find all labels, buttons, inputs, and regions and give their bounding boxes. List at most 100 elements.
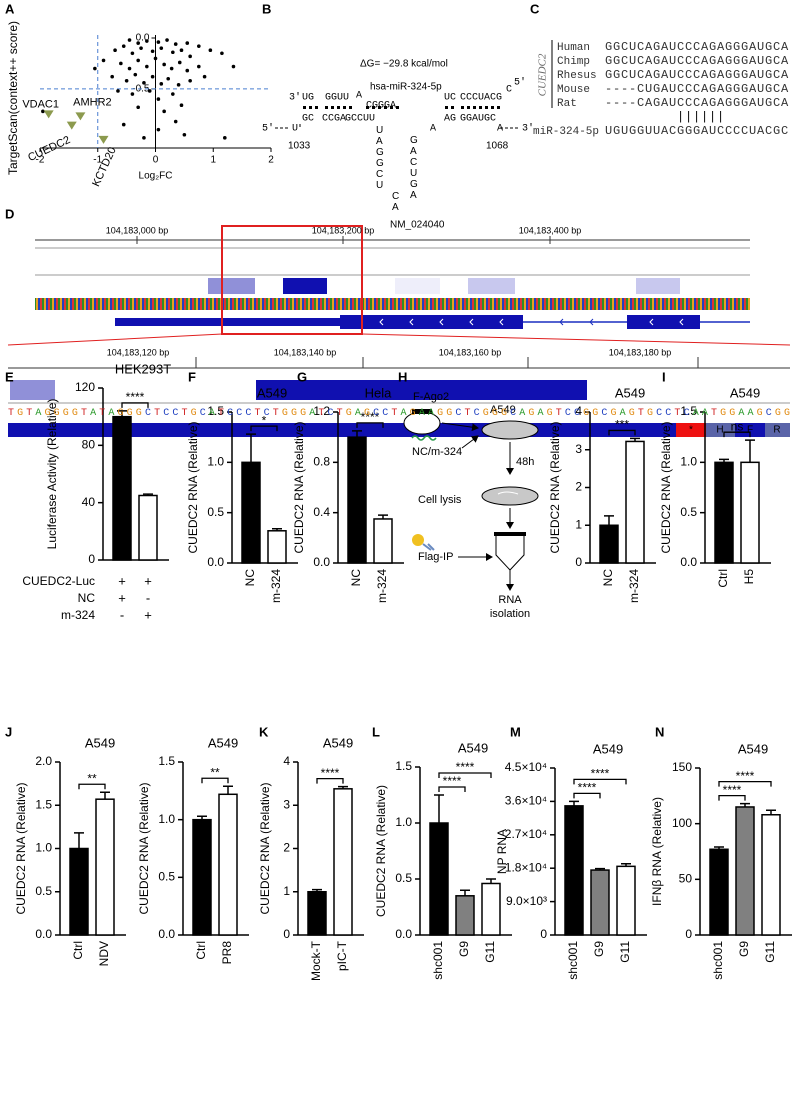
point	[136, 41, 140, 45]
point	[197, 44, 201, 48]
duplex-text: GGUU	[325, 93, 349, 104]
point	[142, 136, 146, 140]
duplex-text: GCCUU	[345, 114, 375, 125]
significance-bracket	[718, 780, 772, 787]
mirna-sequence: UGUGGUUACGGGAUCCCCUACGC	[605, 124, 789, 138]
x-tick-label: G9	[737, 941, 751, 957]
workflow-label: Flag-IP	[418, 551, 453, 563]
y-tick-label: 0.5	[395, 871, 412, 885]
condition-mark: -	[120, 607, 124, 622]
y-tick-label: 1.0	[395, 815, 412, 829]
point	[197, 64, 201, 69]
y-tick-label: 0.4	[313, 505, 330, 519]
point	[159, 46, 164, 50]
highlight-label: AMHR2	[73, 96, 112, 108]
bar	[307, 891, 327, 936]
bar	[267, 530, 287, 564]
y-axis-label: CUEDC2 RNA (Relative)	[292, 421, 306, 553]
point	[136, 58, 140, 63]
bar	[192, 818, 212, 936]
y-tick-label: 0.0	[158, 927, 175, 941]
duplex-text: C	[506, 85, 512, 96]
panel-label: J	[5, 724, 12, 739]
utr	[115, 318, 340, 326]
y-tick-label: 0	[283, 927, 290, 941]
panel-label: D	[5, 206, 14, 221]
y-tick-label: 1.0	[207, 455, 224, 469]
significance-label: ****	[456, 760, 475, 774]
y-tick-label: 1.0	[35, 841, 52, 855]
x-tick-label: -2	[36, 155, 45, 166]
significance-bracket	[78, 783, 106, 790]
significance-label: ****	[723, 783, 742, 797]
significance-label: ***	[615, 418, 629, 432]
chart-title: A549	[730, 385, 760, 400]
y-axis-label: CUEDC2 RNA (Relative)	[186, 421, 200, 553]
highlight-label: CUEDC2	[26, 134, 72, 164]
y-tick-label: 100	[672, 816, 692, 830]
error-bar	[352, 430, 362, 438]
y-tick-label: 80	[82, 438, 96, 452]
significance-label: ****	[321, 766, 340, 780]
sequence: ----CAGAUCCCAGAGGGAUGCA	[605, 96, 789, 110]
bar	[429, 822, 449, 936]
feature	[706, 423, 735, 437]
duplex-text: A	[497, 124, 503, 135]
duplex-text: 5'	[262, 123, 274, 135]
condition-mark: +	[118, 590, 126, 605]
y-tick-label: 1.0	[680, 455, 697, 469]
duplex-text: hsa-miR-324-5p	[370, 82, 442, 93]
point	[162, 62, 166, 67]
point	[162, 109, 166, 114]
y-axis-label: CUEDC2 RNA (Relative)	[548, 421, 562, 553]
duplex-text: 5'	[514, 77, 526, 89]
point	[133, 72, 138, 77]
base-pair	[349, 106, 352, 109]
zoom-box	[221, 225, 363, 335]
y-axis-label: CUEDC2 RNA (Relative)	[258, 782, 272, 914]
error-bar	[117, 410, 127, 417]
genome-overview	[7, 225, 791, 346]
significance-bracket	[121, 402, 149, 408]
duplex-text: NM_024040	[390, 220, 445, 231]
y-tick-label: 0	[88, 552, 95, 566]
error-bar	[338, 785, 348, 789]
y-tick-label: 1.5	[395, 759, 412, 773]
bar	[625, 440, 645, 564]
point	[171, 92, 175, 96]
bar	[69, 847, 89, 936]
highlight-label: VDAC1	[22, 98, 59, 110]
significance-bracket	[718, 794, 746, 801]
point	[93, 66, 97, 71]
y-tick-label: 0.5	[207, 505, 224, 519]
x-tick-label: G9	[457, 941, 471, 957]
base-pair	[366, 106, 369, 109]
panel-label: C	[530, 1, 540, 16]
duplex-text: 3'	[289, 92, 301, 104]
base-pair	[479, 106, 482, 109]
point	[185, 41, 190, 45]
strand-arrow	[649, 318, 654, 326]
x-tick-label: G11	[763, 941, 777, 963]
bar	[373, 518, 393, 564]
base-pair	[343, 106, 346, 109]
panel-label: I	[662, 369, 666, 384]
feature-block	[256, 380, 587, 400]
arrow	[461, 435, 479, 449]
gene-label: CUEDC2	[537, 53, 549, 96]
duplex-text: UC	[444, 93, 456, 104]
significance-bracket	[573, 778, 627, 785]
base-pair	[309, 106, 312, 109]
y-axis-label: CUEDC2 RNA (Relative)	[374, 785, 388, 917]
y-axis-label: CUEDC2 RNA (Relative)	[137, 782, 151, 914]
species: Chimp	[557, 56, 590, 68]
base-pair	[315, 106, 318, 109]
x-tick-label: 1	[210, 155, 216, 166]
duplex-text: U	[292, 124, 298, 135]
condition-label: m-324	[61, 608, 95, 622]
y-tick-label: 0.0	[395, 927, 412, 941]
y-tick-label: 1	[575, 517, 582, 531]
